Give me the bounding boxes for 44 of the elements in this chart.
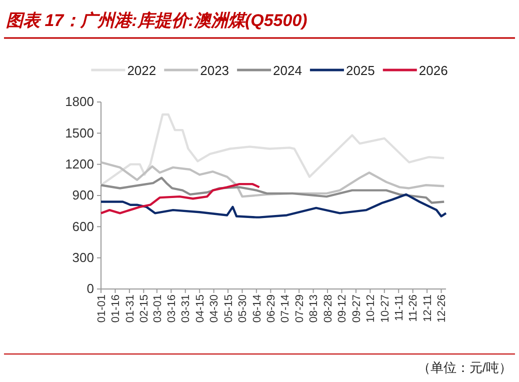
x-tick-label: 04-15 <box>194 294 206 323</box>
x-tick-label: 07-14 <box>280 294 292 323</box>
x-tick-label: 05-15 <box>222 294 235 323</box>
line-series <box>100 193 448 218</box>
x-tick-label: 02-15 <box>138 294 150 323</box>
x-tick-label: 06-14 <box>251 294 264 323</box>
x-tick-label: 09-27 <box>350 294 363 323</box>
x-tick-label: 03-01 <box>152 294 164 323</box>
x-tick-label: 12-11 <box>422 294 434 322</box>
x-tick-label: 08-28 <box>322 294 334 323</box>
line-series <box>100 176 446 204</box>
y-tick-label: 1200 <box>65 156 94 172</box>
x-tick-label: 11-11 <box>393 294 406 322</box>
x-tick-label: 09-12 <box>336 294 349 323</box>
line-series <box>100 113 446 186</box>
legend-label: 2026 <box>418 63 448 78</box>
x-tick-label: 03-31 <box>180 294 192 323</box>
x-tick-label: 01-16 <box>110 294 122 323</box>
legend-label: 2023 <box>200 63 230 78</box>
x-tick-label: 07-29 <box>294 294 306 323</box>
y-tick-label: 0 <box>86 281 94 296</box>
x-tick-label: 06-29 <box>266 294 278 323</box>
x-tick-label: 01-31 <box>124 294 136 323</box>
x-tick-label: 03-16 <box>166 294 178 323</box>
legend-label: 2024 <box>273 63 302 78</box>
x-tick-label: 08-13 <box>308 294 320 323</box>
y-tick-label: 600 <box>72 218 94 234</box>
x-tick-label: 10-12 <box>365 294 378 323</box>
text: （单位：元/吨） <box>417 360 512 375</box>
legend-label: 2025 <box>346 63 375 78</box>
x-tick-label: 04-30 <box>208 294 221 323</box>
x-tick-label: 10-27 <box>379 294 392 323</box>
x-tick-label: 01-01 <box>96 294 108 323</box>
legend-label: 2022 <box>127 63 156 78</box>
line-series <box>100 182 260 214</box>
x-tick-label: 05-30 <box>237 294 250 323</box>
y-tick-label: 900 <box>72 188 94 203</box>
x-tick-label: 11-26 <box>408 294 420 322</box>
y-tick-label: 1500 <box>65 125 94 140</box>
line-series <box>100 161 446 198</box>
y-tick-label: 300 <box>72 250 94 265</box>
x-tick-label: 12-26 <box>436 294 448 323</box>
y-tick-label: 1800 <box>65 94 94 110</box>
chart-title: 图表 17：广州港:库提价:澳洲煤(Q5500) <box>6 11 308 30</box>
